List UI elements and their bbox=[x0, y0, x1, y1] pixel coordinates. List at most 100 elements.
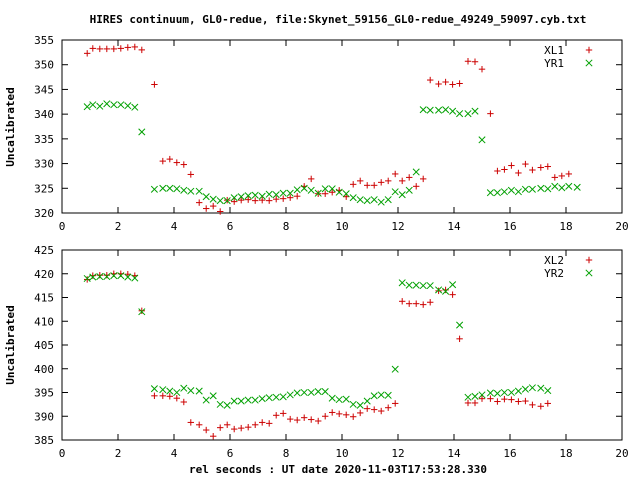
y-tick-label: 420 bbox=[34, 268, 54, 281]
plot-frame-top bbox=[61, 39, 623, 214]
data-point-yr2 bbox=[230, 397, 238, 405]
data-point-yr1 bbox=[442, 106, 450, 114]
data-point-yr2 bbox=[528, 384, 536, 392]
data-point-yr2 bbox=[150, 385, 158, 393]
data-point-xl1 bbox=[494, 167, 501, 175]
data-point-xl1 bbox=[196, 199, 203, 206]
data-point-yr1 bbox=[349, 194, 357, 202]
data-point-xl2 bbox=[266, 420, 273, 427]
data-point-yr1 bbox=[286, 189, 294, 197]
data-point-xl1 bbox=[399, 177, 406, 185]
x-tick-label: 10 bbox=[335, 447, 348, 460]
x-tick-label: 2 bbox=[115, 220, 122, 233]
data-point-yr1 bbox=[124, 102, 132, 110]
data-point-xl2 bbox=[392, 400, 399, 407]
x-tick-label: 6 bbox=[227, 220, 234, 233]
points-bottom bbox=[83, 270, 552, 440]
data-point-yr1 bbox=[551, 182, 559, 190]
data-point-yr2 bbox=[363, 397, 371, 405]
x-tick-label: 16 bbox=[503, 220, 516, 233]
y-ticks-top: 320 325 330 335 340 345 350 355 bbox=[34, 34, 622, 220]
data-point-xl2 bbox=[96, 271, 103, 279]
data-point-yr2 bbox=[314, 387, 322, 396]
data-point-xl1 bbox=[329, 189, 336, 196]
data-point-yr2 bbox=[521, 385, 529, 393]
data-point-yr2 bbox=[300, 388, 308, 397]
data-point-yr2 bbox=[544, 387, 552, 395]
data-point-yr2 bbox=[202, 396, 210, 404]
data-point-xl2 bbox=[413, 300, 420, 307]
data-point-yr1 bbox=[356, 196, 364, 204]
data-point-xl1 bbox=[210, 202, 217, 210]
data-point-xl2 bbox=[385, 404, 392, 411]
data-point-xl1 bbox=[138, 46, 145, 54]
data-point-yr1 bbox=[435, 106, 443, 114]
data-point-xl2 bbox=[322, 413, 329, 420]
data-point-xl1 bbox=[427, 76, 434, 84]
data-point-yr2 bbox=[514, 387, 522, 395]
data-point-yr1 bbox=[251, 191, 259, 199]
data-point-yr2 bbox=[159, 386, 167, 394]
data-point-yr2 bbox=[419, 282, 427, 290]
data-point-yr1 bbox=[398, 191, 406, 199]
data-point-yr1 bbox=[412, 168, 420, 176]
data-point-xl1 bbox=[487, 110, 494, 117]
data-point-yr1 bbox=[573, 183, 581, 191]
data-point-xl1 bbox=[117, 45, 124, 52]
data-point-yr2 bbox=[209, 392, 217, 400]
data-point-yr1 bbox=[293, 186, 301, 194]
data-point-xl2 bbox=[273, 412, 280, 419]
data-point-xl1 bbox=[515, 169, 522, 177]
data-point-xl1 bbox=[266, 197, 273, 204]
data-point-xl2 bbox=[427, 299, 434, 306]
data-point-xl1 bbox=[110, 45, 117, 53]
data-point-yr1 bbox=[565, 182, 573, 190]
data-point-yr1 bbox=[138, 128, 146, 136]
data-point-yr1 bbox=[314, 189, 322, 197]
data-point-xl2 bbox=[138, 307, 145, 314]
data-point-yr1 bbox=[405, 186, 413, 194]
data-point-yr1 bbox=[500, 188, 508, 196]
y-tick-label: 325 bbox=[34, 182, 54, 195]
data-point-xl1 bbox=[187, 171, 194, 178]
data-point-yr1 bbox=[180, 186, 188, 194]
data-point-yr1 bbox=[307, 186, 315, 194]
legend-marker-xl1 bbox=[585, 46, 593, 54]
data-point-yr1 bbox=[456, 110, 464, 118]
x-tick-label: 20 bbox=[615, 220, 628, 233]
data-point-yr1 bbox=[150, 185, 158, 193]
data-point-yr1 bbox=[96, 102, 104, 110]
chart-title: HIRES continuum, GL0-redue, file:Skynet_… bbox=[90, 13, 587, 26]
data-point-xl1 bbox=[245, 196, 252, 203]
data-point-yr2 bbox=[173, 388, 181, 397]
data-point-yr2 bbox=[405, 281, 413, 289]
data-point-xl1 bbox=[508, 162, 515, 169]
data-point-xl1 bbox=[259, 196, 266, 204]
panel-bottom: 0 2 4 6 8 10 12 14 16 18 20 385 390 395 400 405 410 415 4… bbox=[4, 244, 629, 460]
x-tick-label: 6 bbox=[227, 447, 234, 460]
data-point-yr1 bbox=[419, 106, 427, 114]
data-point-yr2 bbox=[124, 273, 132, 281]
data-point-yr2 bbox=[110, 272, 118, 280]
data-point-xl1 bbox=[449, 81, 456, 88]
y-tick-label: 410 bbox=[34, 315, 54, 328]
data-point-yr2 bbox=[370, 392, 378, 400]
data-point-xl2 bbox=[329, 409, 336, 416]
data-point-xl1 bbox=[501, 166, 508, 173]
data-point-xl1 bbox=[238, 196, 245, 204]
data-point-xl2 bbox=[166, 393, 173, 400]
data-point-xl2 bbox=[217, 424, 224, 431]
data-point-xl2 bbox=[124, 271, 131, 278]
data-point-xl2 bbox=[84, 276, 91, 283]
data-point-yr1 bbox=[521, 185, 529, 193]
data-point-yr2 bbox=[187, 387, 195, 395]
data-point-xl1 bbox=[287, 194, 294, 201]
data-point-xl2 bbox=[456, 335, 463, 343]
data-point-yr1 bbox=[159, 184, 167, 192]
data-point-xl2 bbox=[259, 419, 266, 426]
legend-label-yr1: YR1 bbox=[544, 57, 564, 70]
data-point-yr2 bbox=[442, 287, 450, 295]
data-point-yr2 bbox=[328, 394, 336, 402]
data-point-xl1 bbox=[217, 208, 224, 215]
